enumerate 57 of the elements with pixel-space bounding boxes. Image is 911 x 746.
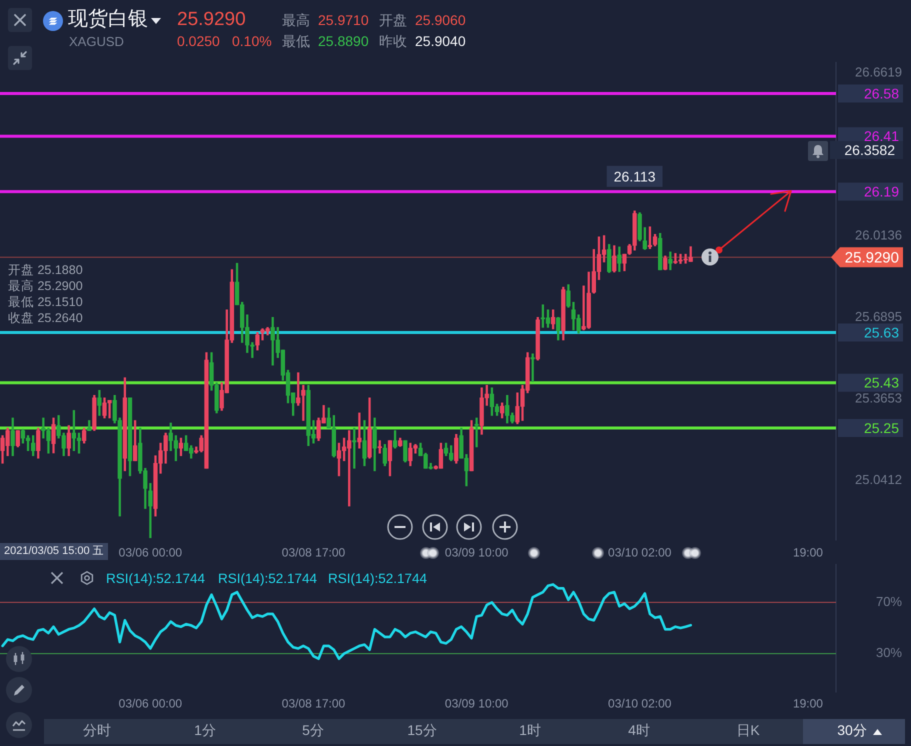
x-tick-label: 19:00 (792, 696, 824, 711)
x-tick-label: 03/09 10:00 (444, 696, 509, 711)
text: 25.9290 (177, 9, 246, 31)
y-tick-label: 25.0412 (855, 472, 902, 488)
text: 26.3582 (830, 141, 903, 159)
y-tick-label: 30% (876, 645, 902, 660)
y-tick-label: 70% (876, 594, 902, 609)
x-tick-label: 03/08 17:00 (282, 546, 346, 560)
text: 0.0250 (177, 33, 220, 50)
y-tick-label: 26.6619 (855, 64, 902, 80)
text: 25.8890 (318, 33, 369, 50)
ref-line-label: 26.58 (864, 85, 900, 102)
text: 4时 (628, 722, 650, 738)
text: 昨收 (379, 33, 407, 50)
chart-subtitle: XAGUSD (69, 34, 124, 50)
ref-line-label: 25.43 (864, 374, 900, 391)
candlestick (474, 418, 479, 448)
annotation: 收盘 25.2640 (8, 311, 83, 326)
x-tick-label: 03/10 02:00 (608, 696, 672, 711)
ref-line-label: 25.25 (864, 420, 900, 436)
x-tick-label: 03/10 02:00 (608, 546, 672, 560)
annotation: 最低 25.1510 (8, 295, 83, 310)
text: 30分 (837, 722, 867, 738)
x-tick-label: 03/08 17:00 (282, 696, 346, 711)
x-tick-label: 03/06 00:00 (118, 696, 182, 711)
text: 开盘 (379, 12, 407, 28)
ref-line-label: 25.63 (864, 324, 900, 340)
annotation: RSI(14):52.1744 (328, 571, 428, 587)
text: 2021/03/05 15:00 五 (0, 543, 108, 560)
text: 1分 (194, 722, 216, 738)
annotation: RSI(14):52.1744 (218, 571, 318, 587)
annotation: 最高 25.2900 (8, 279, 83, 294)
annotation: 26.113 (614, 168, 656, 184)
ref-line-label: 26.19 (864, 183, 900, 200)
x-tick-label: 19:00 (792, 546, 824, 560)
text: 25.9710 (318, 12, 369, 28)
y-tick-label: 25.3653 (855, 390, 902, 406)
annotation: 开盘 25.1880 (8, 263, 83, 278)
text: 5分 (302, 722, 324, 738)
ref-line-label: 25.9290 (844, 249, 899, 266)
x-tick-label: 03/09 10:00 (444, 546, 509, 560)
y-tick-label: 25.6895 (855, 309, 902, 324)
candlestick (357, 412, 362, 449)
text: 1时 (519, 722, 541, 738)
annotation: RSI(14):52.1744 (106, 571, 206, 587)
candlestick (378, 440, 382, 454)
text: 最低 (282, 33, 310, 50)
text: 最高 (282, 12, 310, 28)
text: 0.10% (232, 33, 272, 50)
text: 日K (736, 722, 760, 738)
text: 分时 (83, 722, 111, 738)
text: 15分 (407, 722, 437, 738)
text: 25.9060 (415, 12, 466, 28)
y-tick-label: 26.0136 (855, 228, 902, 243)
chart-title: 现货白银 (68, 8, 148, 31)
text: 25.9040 (415, 33, 466, 50)
x-tick-label: 03/06 00:00 (118, 546, 182, 560)
